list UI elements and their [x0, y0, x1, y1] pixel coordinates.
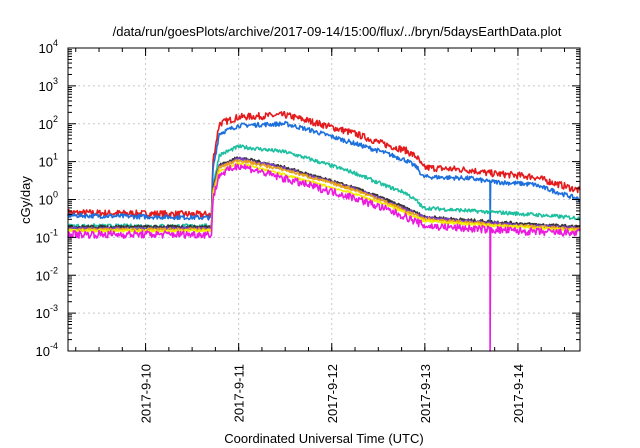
- x-tick-label: 2017-9-13: [418, 364, 433, 423]
- y-tick-label: 10-2: [36, 265, 58, 283]
- y-tick-label: 10-1: [36, 227, 58, 245]
- y-tick-base: 10: [36, 344, 50, 359]
- y-tick-base: 10: [39, 155, 53, 170]
- y-tick-base: 10: [39, 117, 53, 132]
- series-line-7: [67, 161, 581, 233]
- y-tick-label: 10-4: [36, 341, 58, 359]
- y-tick-label: 100: [39, 190, 58, 208]
- y-tick-label: 101: [39, 152, 58, 170]
- y-tick-label: 10-3: [36, 303, 58, 321]
- y-tick-base: 10: [39, 79, 53, 94]
- y-tick-base: 10: [36, 230, 50, 245]
- y-tick-label: 104: [39, 38, 58, 56]
- x-tick-label: 2017-9-11: [232, 364, 247, 422]
- y-tick-exponent: -3: [50, 303, 58, 313]
- y-tick-label: 103: [39, 76, 58, 94]
- y-tick-exponent: 2: [53, 114, 58, 124]
- series-group: [67, 111, 581, 352]
- x-tick-label: 2017-9-10: [139, 364, 154, 423]
- y-tick-exponent: -2: [50, 265, 58, 275]
- y-tick-base: 10: [39, 41, 53, 56]
- chart-title: /data/run/goesPlots/archive/2017-09-14/1…: [113, 24, 562, 39]
- x-tick-label: 2017-9-12: [325, 364, 340, 423]
- series-line-1: [67, 111, 581, 219]
- y-tick-label: 102: [39, 114, 58, 132]
- series-line-2: [67, 120, 581, 236]
- y-tick-base: 10: [36, 306, 50, 321]
- y-tick-base: 10: [39, 193, 53, 208]
- x-axis-label: Coordinated Universal Time (UTC): [224, 431, 423, 446]
- y-axis-label: cGy/day: [18, 176, 33, 224]
- y-tick-exponent: 1: [53, 152, 58, 162]
- x-axis-ticks: 2017-9-10 2017-9-11 2017-9-12 2017-9-13 2017…: [75, 48, 565, 423]
- y-tick-exponent: -4: [50, 341, 58, 351]
- y-tick-exponent: 4: [53, 38, 58, 48]
- grid: [68, 48, 580, 351]
- series-line-8: [67, 163, 581, 352]
- y-tick-exponent: 0: [53, 190, 58, 200]
- y-tick-exponent: 3: [53, 76, 58, 86]
- x-tick-label: 2017-9-14: [511, 364, 526, 423]
- y-tick-exponent: -1: [50, 227, 58, 237]
- y-tick-base: 10: [36, 268, 50, 283]
